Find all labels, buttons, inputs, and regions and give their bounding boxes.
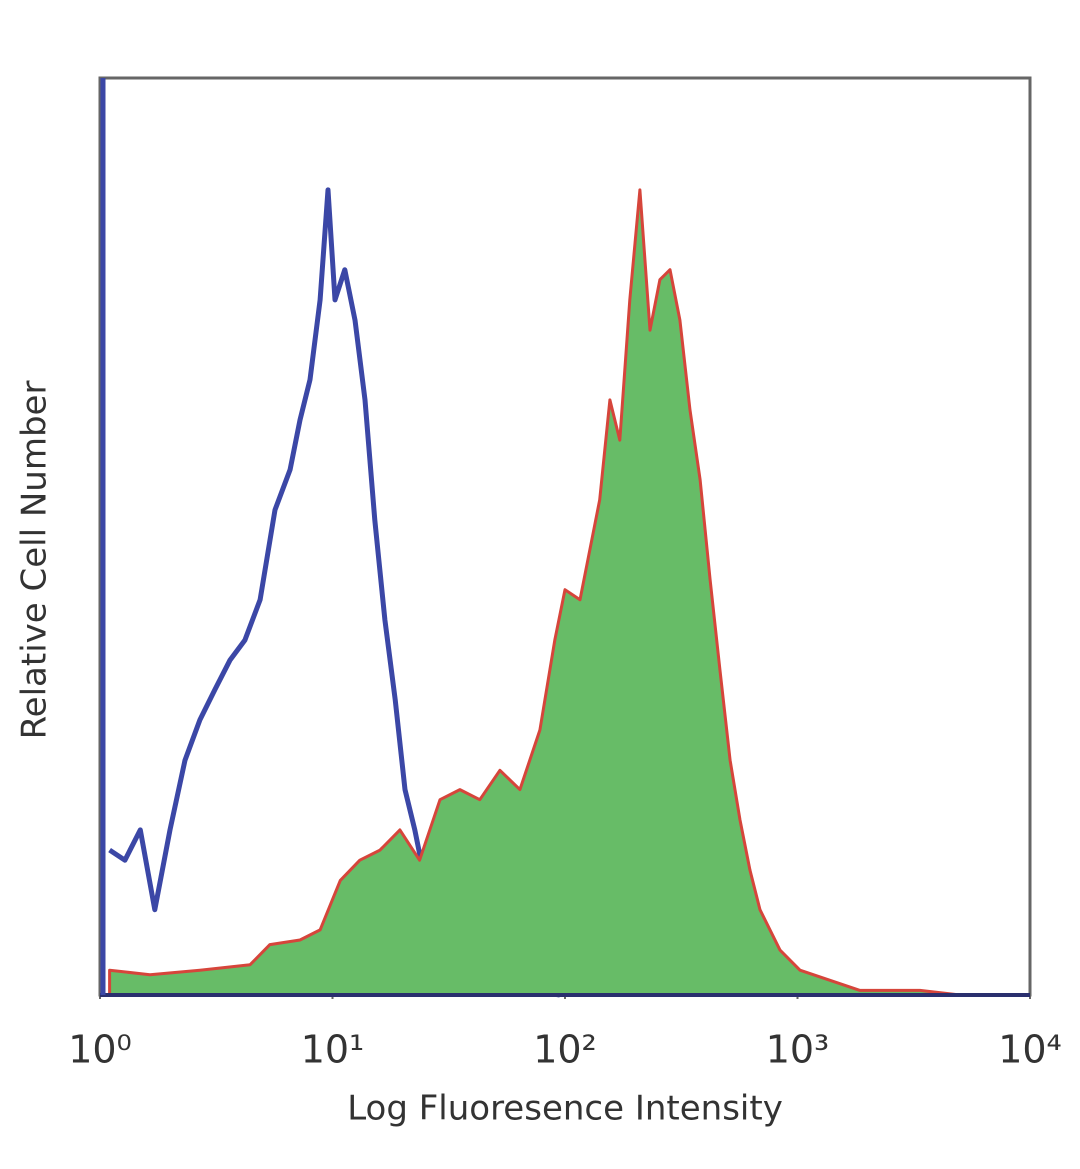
- x-tick-label: 10²: [533, 1028, 597, 1072]
- x-tick-label: 10⁰: [68, 1028, 132, 1072]
- x-tick-label: 10¹: [301, 1028, 365, 1072]
- x-axis-title: Log Fluoresence Intensity: [347, 1089, 783, 1129]
- y-axis-title: Relative Cell Number: [15, 381, 55, 740]
- x-tick-label: 10³: [766, 1028, 830, 1072]
- histogram-area: [108, 188, 962, 997]
- x-tick-label: 10⁴: [998, 1028, 1062, 1072]
